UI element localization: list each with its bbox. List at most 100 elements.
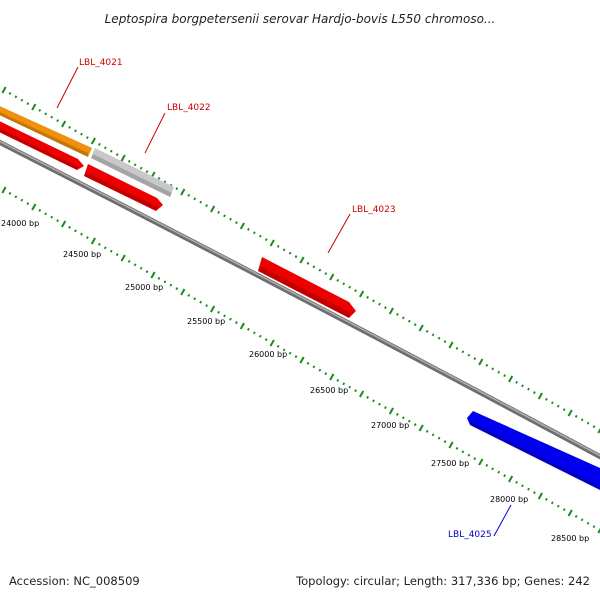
minor-tick: [103, 246, 107, 250]
gene-lbl-4021[interactable]: [0, 104, 92, 157]
minor-tick: [562, 508, 566, 512]
major-tick: [299, 256, 305, 264]
minor-tick: [437, 336, 441, 340]
minor-tick: [580, 518, 584, 522]
minor-tick: [592, 525, 596, 529]
major-tick: [90, 237, 96, 245]
minor-tick: [425, 329, 429, 333]
major-tick: [239, 322, 245, 330]
leader-line-lbl-4022: [144, 112, 166, 154]
minor-tick: [86, 136, 89, 140]
minor-tick: [163, 280, 167, 284]
major-tick: [299, 356, 305, 364]
minor-tick: [20, 198, 24, 202]
minor-tick: [193, 297, 197, 301]
gene-arrow-shade: [0, 128, 79, 170]
major-tick: [269, 239, 275, 247]
minor-tick: [38, 108, 42, 112]
minor-tick: [574, 414, 578, 418]
minor-tick: [199, 300, 203, 304]
minor-tick: [556, 404, 560, 408]
major-tick: [61, 120, 67, 128]
minor-tick: [294, 355, 298, 359]
minor-tick: [306, 261, 310, 265]
gene-unlabeled-2[interactable]: [84, 164, 163, 211]
gene-label-lbl-4021[interactable]: LBL_4021: [79, 58, 123, 68]
minor-tick: [515, 380, 518, 384]
minor-tick: [384, 406, 387, 410]
gene-arrow[interactable]: [467, 411, 600, 490]
minor-tick: [503, 474, 506, 478]
minor-tick: [98, 242, 101, 246]
gene-arrow[interactable]: [0, 119, 84, 170]
minor-tick: [276, 244, 280, 248]
minor-tick: [413, 423, 417, 427]
minor-tick: [187, 293, 191, 297]
minor-tick: [175, 287, 179, 291]
minor-tick: [229, 217, 232, 221]
minor-tick: [38, 208, 42, 212]
gene-lbl-4025[interactable]: [467, 411, 600, 490]
minor-tick: [586, 521, 590, 525]
minor-tick: [556, 504, 560, 508]
minor-tick: [56, 219, 59, 223]
minor-tick: [372, 299, 375, 303]
gene-arrow[interactable]: [0, 104, 92, 157]
minor-tick: [157, 276, 161, 280]
minor-tick: [205, 204, 208, 208]
minor-tick: [26, 102, 30, 106]
minor-tick: [407, 319, 411, 323]
minor-tick: [396, 312, 399, 316]
minor-tick: [235, 321, 238, 325]
minor-tick: [336, 378, 340, 382]
minor-tick: [139, 166, 143, 170]
gene-arrow[interactable]: [91, 148, 174, 197]
minor-tick: [521, 384, 524, 388]
gene-arrow-shade: [0, 112, 88, 157]
minor-tick: [282, 248, 286, 252]
minor-tick: [98, 142, 101, 146]
minor-tick: [467, 453, 471, 457]
minor-tick: [473, 457, 477, 461]
bp-label: 27500 bp: [431, 459, 469, 468]
minor-tick: [139, 266, 143, 270]
minor-tick: [366, 395, 369, 399]
gene-label-lbl-4022[interactable]: LBL_4022: [167, 103, 211, 113]
major-tick: [329, 273, 335, 281]
minor-tick: [8, 91, 12, 95]
minor-tick: [68, 125, 71, 129]
minor-tick: [288, 351, 292, 355]
gene-arrow[interactable]: [258, 257, 356, 318]
minor-tick: [252, 331, 256, 335]
minor-tick: [306, 361, 310, 365]
major-tick: [508, 375, 514, 383]
minor-tick: [282, 348, 286, 352]
minor-tick: [288, 251, 292, 255]
minor-tick: [348, 285, 352, 289]
gene-lbl-4023[interactable]: [258, 257, 356, 318]
gene-arrow[interactable]: [84, 164, 163, 211]
major-tick: [448, 441, 454, 449]
leader-line-lbl-4025: [493, 504, 512, 537]
minor-tick: [443, 440, 447, 444]
inner-tick-row: [1, 186, 600, 534]
minor-tick: [497, 370, 501, 374]
minor-tick: [312, 265, 316, 269]
minor-tick: [223, 314, 226, 318]
minor-tick: [20, 98, 24, 102]
gene-unlabeled-1[interactable]: [0, 119, 84, 170]
gene-arrow-shade: [84, 172, 158, 211]
gene-label-lbl-4025[interactable]: LBL_4025: [448, 530, 492, 540]
chromosome-backbone-highlight: [0, 140, 600, 457]
minor-tick: [413, 323, 417, 327]
minor-tick: [205, 304, 208, 308]
major-tick: [210, 305, 216, 313]
gene-label-lbl-4023[interactable]: LBL_4023: [352, 205, 396, 215]
minor-tick: [455, 446, 459, 450]
major-tick: [180, 188, 186, 196]
minor-tick: [378, 302, 381, 306]
minor-tick: [258, 334, 262, 338]
gene-lbl-4022[interactable]: [91, 148, 174, 197]
minor-tick: [217, 310, 220, 314]
